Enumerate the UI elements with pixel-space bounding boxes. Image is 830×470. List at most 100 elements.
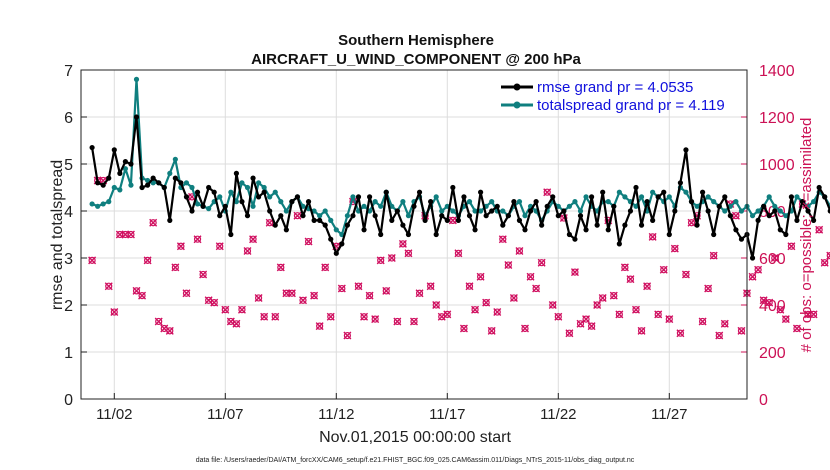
obs-possible-marker [782, 315, 790, 323]
obs-possible-marker [532, 284, 540, 293]
totalspread-point [167, 170, 173, 176]
obs-assimilated-marker [393, 317, 402, 326]
obs-assimilated-marker [704, 284, 713, 293]
obs-possible-marker [815, 226, 823, 234]
obs-assimilated-marker [371, 315, 380, 324]
obs-possible-marker [366, 292, 374, 300]
y-tick-label-right: 1200 [759, 110, 795, 127]
obs-assimilated-marker [315, 322, 324, 331]
rmse-point [716, 203, 722, 209]
obs-assimilated-marker [643, 282, 652, 291]
totalspread-point [89, 201, 95, 207]
obs-possible-marker [454, 249, 462, 257]
totalspread-point [239, 180, 245, 186]
totalspread-point [256, 180, 262, 186]
obs-possible-marker [665, 315, 673, 323]
rmse-point [727, 213, 733, 219]
obs-assimilated-marker [237, 305, 246, 314]
legend-label-spread: totalspread grand pr = 4.119 [537, 97, 725, 114]
rmse-point [333, 250, 339, 256]
obs-assimilated-marker [654, 310, 663, 319]
obs-assimilated-marker [487, 326, 496, 335]
totalspread-point [350, 194, 356, 200]
obs-assimilated-marker [182, 289, 191, 298]
rmse-point [300, 213, 306, 219]
obs-possible-marker [249, 235, 257, 243]
obs-possible-marker [754, 266, 762, 274]
rmse-point [672, 208, 678, 214]
obs-possible-marker [571, 268, 579, 276]
obs-possible-marker [382, 287, 390, 295]
obs-assimilated-marker [526, 272, 535, 281]
obs-assimilated-marker [515, 246, 524, 255]
obs-possible-marker [649, 233, 657, 241]
rmse-point [627, 208, 634, 214]
totalspread-point [261, 184, 267, 191]
rmse-point [711, 231, 717, 238]
obs-assimilated-marker [410, 317, 418, 326]
obs-assimilated-marker [698, 317, 707, 326]
obs-possible-marker [587, 322, 596, 330]
obs-possible-marker [737, 327, 746, 335]
y-tick-label-left: 0 [64, 392, 73, 409]
obs-possible-marker [821, 259, 829, 267]
rmse-point [550, 194, 556, 200]
obs-possible-marker [371, 315, 379, 323]
obs-assimilated-marker [809, 310, 818, 319]
plot-area [81, 70, 747, 399]
totalspread-point [683, 189, 689, 195]
totalspread-point [183, 180, 190, 186]
rmse-point [822, 194, 828, 200]
obs-possible-marker [576, 320, 585, 328]
totalspread-point [405, 213, 412, 219]
totalspread-point [478, 208, 484, 214]
obs-assimilated-marker [387, 254, 396, 262]
obs-possible-marker [710, 252, 718, 260]
obs-assimilated-marker [582, 315, 591, 324]
obs-possible-marker [316, 322, 324, 330]
plot-frame [80, 69, 748, 400]
obs-assimilated-marker [154, 317, 163, 326]
obs-possible-marker [166, 327, 174, 335]
totalspread-point [194, 201, 201, 207]
rmse-point [400, 222, 406, 228]
y-tick-label-right: 1000 [759, 157, 795, 174]
obs-possible-marker [599, 294, 607, 302]
rmse-point [583, 227, 589, 233]
rmse-point [256, 194, 262, 200]
rmse-point [355, 194, 362, 200]
obs-possible-marker [399, 240, 407, 248]
obs-possible-marker [354, 282, 363, 290]
rmse-point [738, 236, 745, 242]
obs-assimilated-marker [232, 319, 241, 328]
obs-assimilated-marker [637, 326, 646, 335]
obs-assimilated-marker [687, 218, 696, 227]
obs-assimilated-marker [754, 265, 763, 274]
obs-assimilated-marker [709, 251, 718, 260]
rmse-point [178, 180, 184, 186]
obs-possible-marker [549, 301, 557, 309]
obs-assimilated-marker [648, 232, 657, 241]
rmse-point [494, 203, 500, 209]
totalspread-point [733, 199, 739, 205]
rmse-point [244, 213, 251, 219]
rmse-point [489, 208, 495, 214]
rmse-point [322, 222, 328, 228]
rmse-point [233, 170, 239, 176]
obs-possible-marker [488, 327, 496, 335]
obs-possible-marker [255, 294, 263, 302]
obs-possible-marker [471, 306, 479, 314]
totalspread-point [694, 203, 700, 209]
obs-assimilated-marker [765, 298, 774, 307]
obs-possible-marker [460, 324, 468, 333]
rmse-point [644, 199, 650, 205]
rmse-point [600, 189, 606, 195]
rmse-point [389, 217, 395, 223]
rmse-point [683, 147, 689, 153]
x-tick-label: 11/27 [651, 406, 687, 423]
totalspread-point [172, 156, 178, 162]
obs-possible-marker [410, 317, 418, 326]
rmse-point [483, 213, 489, 219]
obs-possible-marker [504, 261, 512, 269]
rmse-point [749, 255, 756, 261]
